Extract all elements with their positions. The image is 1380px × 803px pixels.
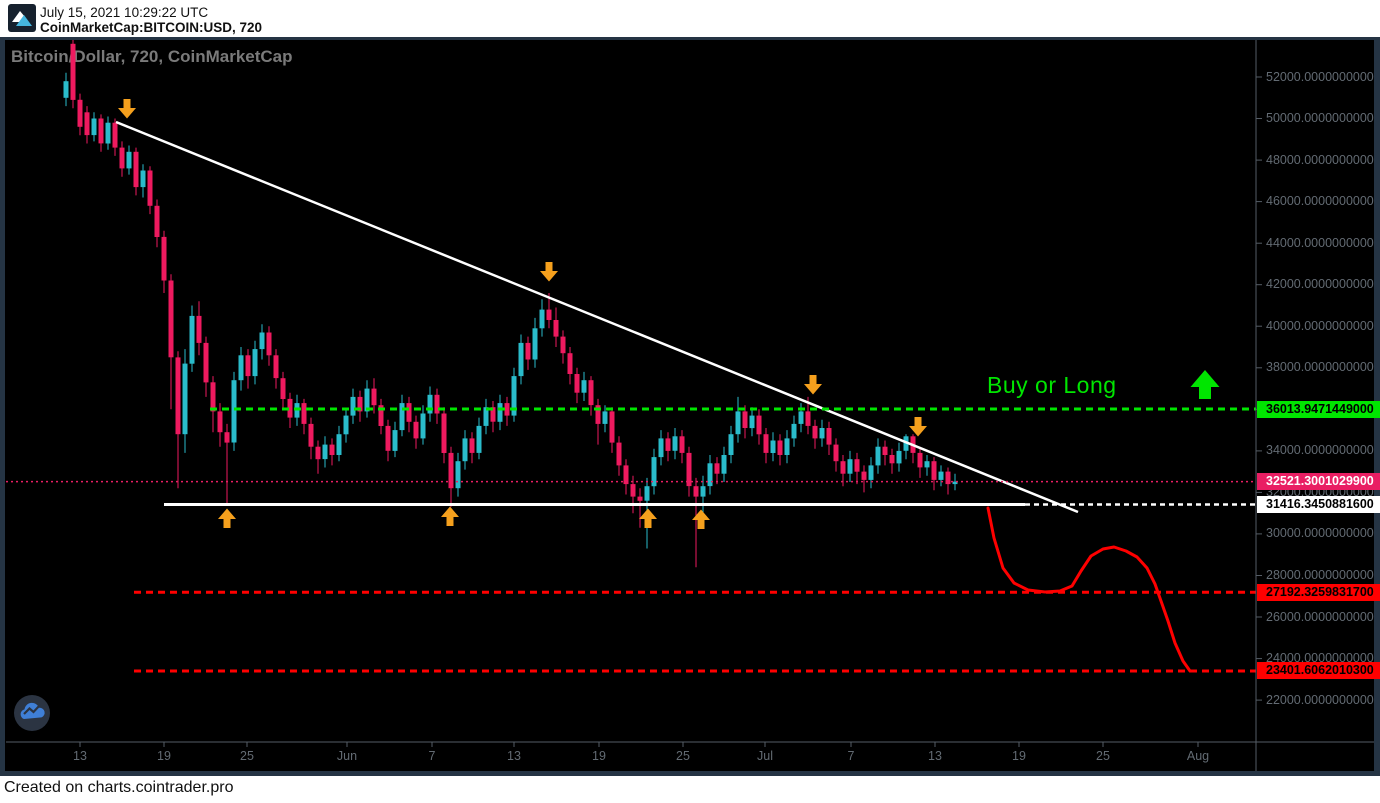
chart-datetime: July 15, 2021 10:29:22 UTC	[40, 5, 209, 20]
time-axis-tick: 13	[73, 749, 87, 763]
price-axis-tick: 22000.0000000000	[1266, 692, 1374, 707]
site-logo-icon	[8, 4, 36, 32]
price-level-tag-buy-level: 36013.9471449000	[1257, 400, 1380, 418]
price-axis-tick: 24000.0000000000	[1266, 651, 1374, 666]
price-axis-tick: 26000.0000000000	[1266, 609, 1374, 624]
app-header: July 15, 2021 10:29:22 UTC CoinMarketCap…	[0, 0, 1380, 37]
time-axis-tick: Jul	[757, 749, 773, 763]
chart-symbol: CoinMarketCap:BITCOIN:USD, 720	[40, 20, 263, 35]
time-axis-tick: 25	[676, 749, 690, 763]
price-axis-tick: 28000.0000000000	[1266, 567, 1374, 582]
price-axis-tick: 40000.0000000000	[1266, 318, 1374, 333]
price-level-tag-support-level: 31416.3450881600	[1257, 496, 1380, 514]
price-axis-tick: 34000.0000000000	[1266, 443, 1374, 458]
price-axis-tick: 50000.0000000000	[1266, 111, 1374, 126]
price-level-tag-last-price: 32521.3001029900	[1257, 473, 1380, 491]
time-axis-tick: 7	[428, 749, 436, 763]
price-axis-tick: 44000.0000000000	[1266, 235, 1374, 250]
time-axis-tick: 19	[157, 749, 171, 763]
price-axis-tick: 30000.0000000000	[1266, 526, 1374, 541]
price-axis-tick: 38000.0000000000	[1266, 360, 1374, 375]
time-axis-tick: 19	[1012, 749, 1026, 763]
chart-canvas[interactable]	[5, 40, 1374, 771]
time-axis-tick: 25	[240, 749, 254, 763]
time-axis-tick: 13	[507, 749, 521, 763]
buy-or-long-label: Buy or Long	[987, 372, 1117, 398]
time-axis-tick: Jun	[336, 749, 358, 763]
time-axis-tick: 25	[1096, 749, 1110, 763]
footer-credit: Created on charts.cointrader.pro	[4, 779, 234, 796]
price-axis-tick: 48000.0000000000	[1266, 152, 1374, 167]
price-axis-tick: 42000.0000000000	[1266, 277, 1374, 292]
time-axis-tick: 7	[847, 749, 855, 763]
chart-title: Bitcoin/Dollar, 720, CoinMarketCap	[11, 47, 293, 66]
time-axis-tick: 19	[592, 749, 606, 763]
price-level-tag-target-2: 23401.6062010300	[1257, 662, 1380, 680]
page-footer: Created on charts.cointrader.pro	[0, 776, 1380, 803]
time-axis-tick: 13	[928, 749, 942, 763]
price-axis-tick: 46000.0000000000	[1266, 194, 1374, 209]
chart-frame	[0, 37, 1380, 776]
price-level-tag-target-1: 27192.3259831700	[1257, 583, 1380, 601]
time-axis-tick: Aug	[1186, 749, 1210, 763]
price-axis-tick: 52000.0000000000	[1266, 69, 1374, 84]
